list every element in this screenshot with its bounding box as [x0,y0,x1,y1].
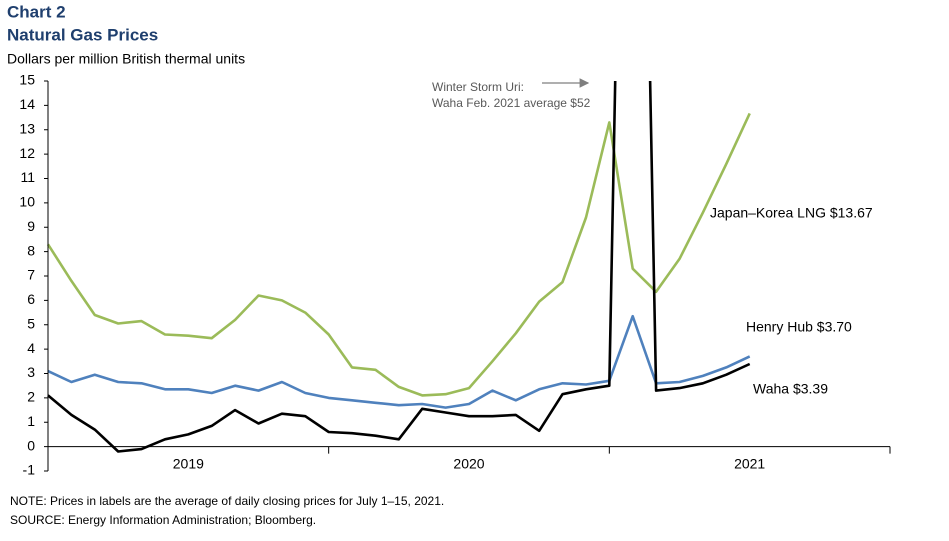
y-tick-label: 1 [27,413,35,429]
x-tick-label: 2020 [453,456,484,472]
y-tick-label: 8 [27,242,35,258]
y-tick-label: 0 [27,437,35,453]
chart-subtitle: Natural Gas Prices [7,25,158,44]
y-tick-label: 6 [27,291,35,307]
x-tick-label: 2021 [734,456,765,472]
chart-title: Chart 2 [7,2,66,21]
series-line [46,112,751,397]
plot-lines [46,81,751,453]
series-line [47,314,751,409]
annotation: Waha Feb. 2021 average $52 [432,96,591,110]
series-label: Japan–Korea LNG $13.67 [710,205,873,221]
y-tick-label: 2 [27,389,35,405]
y-tick-label: 11 [20,169,35,185]
y-tick-label: 15 [19,72,35,88]
x-tick-label: 2019 [173,456,204,472]
source: SOURCE: Energy Information Administratio… [10,513,316,527]
y-tick-label: 12 [19,145,35,161]
y-axis-label: Dollars per million British thermal unit… [7,51,245,67]
y-tick-label: 7 [27,267,35,283]
y-tick-label: 14 [19,96,35,112]
y-tick-label: 9 [27,218,35,234]
note: NOTE: Prices in labels are the average o… [10,494,444,508]
y-tick-label: 4 [27,340,35,356]
y-tick-label: 13 [19,120,35,136]
series-label: Henry Hub $3.70 [746,319,852,335]
annotation: Winter Storm Uri: [432,80,524,94]
y-tick-label: 3 [27,364,35,380]
y-tick-label: 10 [19,194,35,210]
series-line [47,81,751,453]
series-label: Waha $3.39 [753,381,828,397]
y-tick-label: -1 [23,462,36,478]
y-tick-label: 5 [27,315,35,331]
